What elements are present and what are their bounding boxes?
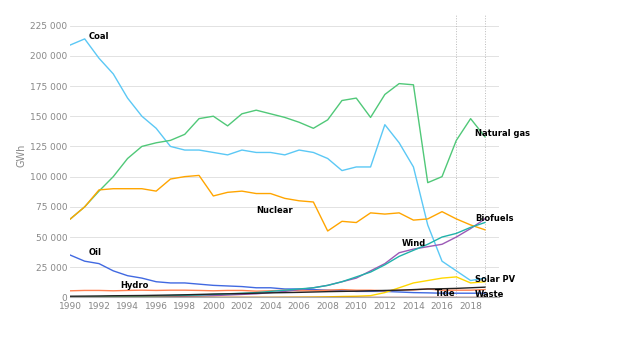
Text: Waste: Waste	[475, 290, 504, 299]
Text: Nuclear: Nuclear	[256, 206, 293, 215]
Text: Tide: Tide	[435, 289, 456, 298]
Text: Biofuels: Biofuels	[475, 214, 513, 223]
Text: Oil: Oil	[89, 248, 102, 257]
Text: Solar PV: Solar PV	[475, 275, 515, 284]
Text: Coal: Coal	[89, 32, 109, 41]
Text: Hydro: Hydro	[120, 281, 149, 290]
Y-axis label: GWh: GWh	[16, 144, 26, 167]
Text: Wind: Wind	[402, 239, 426, 247]
Text: Natural gas: Natural gas	[475, 129, 530, 138]
